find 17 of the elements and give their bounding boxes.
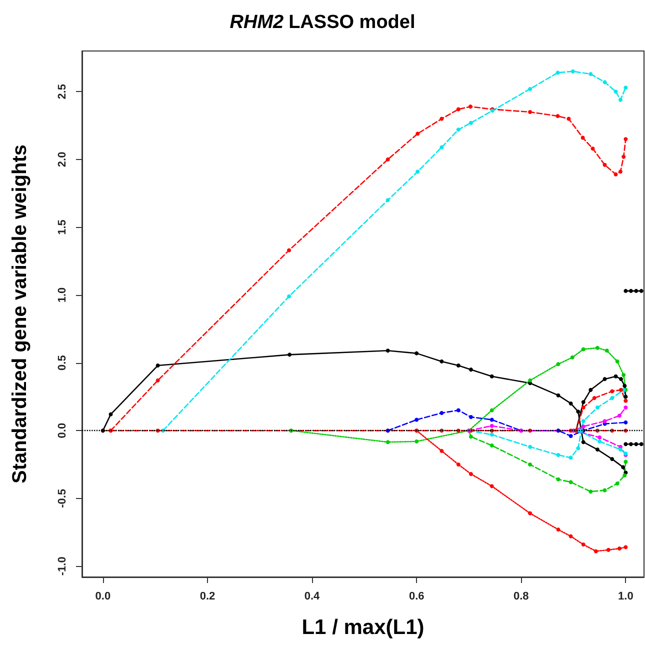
x-axis-title: L1 / max(L1) — [302, 616, 424, 639]
y-tick-label: -1.0 — [56, 556, 68, 576]
y-tick-label: -0.5 — [56, 488, 68, 508]
y-tick-label: 2.0 — [56, 152, 68, 168]
x-tick-label: 0.4 — [304, 590, 321, 602]
y-tick-label: 1.5 — [56, 220, 68, 235]
x-tick-label: 0.2 — [200, 590, 216, 602]
x-tick-label: 1.0 — [618, 590, 634, 602]
y-tick-label: 2.5 — [56, 84, 68, 100]
x-tick-label: 0.6 — [408, 590, 424, 602]
y-tick-label: 1.0 — [56, 287, 68, 303]
x-tick-label: 0.8 — [513, 590, 529, 602]
x-tick-label: 0.0 — [95, 590, 111, 602]
y-axis-title: Standardized gene variable weights — [9, 144, 31, 484]
y-tick-label: 0.5 — [56, 355, 68, 370]
chart-title: RHM2 LASSO model — [230, 12, 416, 33]
y-tick-label: 0.0 — [56, 422, 68, 438]
